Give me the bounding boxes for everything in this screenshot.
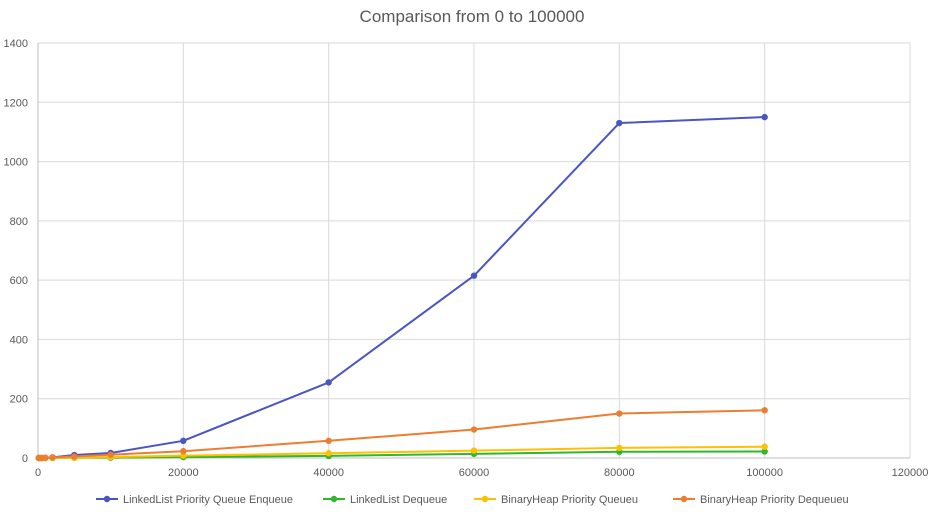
y-tick-label: 600 — [10, 275, 28, 287]
data-point — [761, 443, 768, 450]
y-tick-label: 200 — [10, 394, 28, 406]
data-point — [761, 113, 768, 121]
y-tick-label: 1400 — [4, 38, 28, 50]
legend-marker — [103, 495, 111, 503]
legend-label: LinkedList Dequeue — [350, 494, 447, 506]
series-0 — [35, 113, 768, 462]
data-point — [325, 379, 332, 386]
series-1 — [35, 448, 768, 462]
axes: 0 200 400 600 800 1000 1200 1400 0 20000 40000 6000… — [4, 38, 929, 479]
data-point — [180, 447, 187, 455]
x-tick-label: 20000 — [168, 467, 199, 479]
data-point — [42, 454, 49, 461]
chart-title: Comparison from 0 to 100000 — [360, 7, 585, 26]
legend-marker — [481, 495, 489, 503]
data-point — [616, 444, 623, 452]
series-group — [35, 113, 768, 462]
x-tick-label: 80000 — [604, 467, 635, 479]
y-tick-label: 800 — [10, 216, 28, 228]
legend-item: BinaryHeap Priority Dequeueu — [673, 494, 849, 506]
y-tick-label: 1200 — [4, 97, 28, 109]
y-tick-label: 400 — [10, 334, 28, 346]
legend-label: BinaryHeap Priority Dequeueu — [700, 494, 849, 506]
data-point — [180, 437, 187, 445]
data-point — [180, 452, 187, 459]
legend-label: BinaryHeap Priority Queueu — [501, 494, 638, 506]
data-point — [470, 447, 478, 454]
legend-item: LinkedList Priority Queue Enqueue — [96, 494, 293, 506]
data-point — [107, 451, 114, 458]
x-tick-label: 0 — [35, 467, 41, 479]
x-tick-label: 120000 — [892, 467, 929, 479]
data-point — [761, 448, 768, 455]
y-tick-label: 0 — [22, 453, 28, 465]
legend-item: BinaryHeap Priority Queueu — [474, 494, 638, 506]
series-line — [38, 116, 765, 459]
x-tick-label: 100000 — [746, 467, 783, 479]
legend-marker — [680, 495, 688, 503]
data-point — [470, 272, 478, 279]
x-tick-label: 60000 — [459, 467, 490, 479]
series-3 — [35, 407, 768, 462]
data-point — [325, 450, 332, 457]
legend-marker — [330, 495, 338, 503]
gridlines — [38, 42, 911, 458]
legend-label: LinkedList Priority Queue Enqueue — [123, 494, 293, 506]
data-point — [761, 407, 768, 414]
data-point — [470, 426, 478, 433]
data-point — [616, 119, 623, 127]
x-tick-label: 40000 — [313, 467, 344, 479]
data-point — [616, 410, 623, 417]
legend: LinkedList Priority Queue Enqueue LinkedL… — [96, 494, 849, 506]
data-point — [49, 454, 56, 461]
data-point — [71, 453, 78, 460]
y-tick-label: 1000 — [4, 157, 28, 169]
legend-item: LinkedList Dequeue — [323, 494, 447, 506]
data-point — [325, 437, 332, 445]
